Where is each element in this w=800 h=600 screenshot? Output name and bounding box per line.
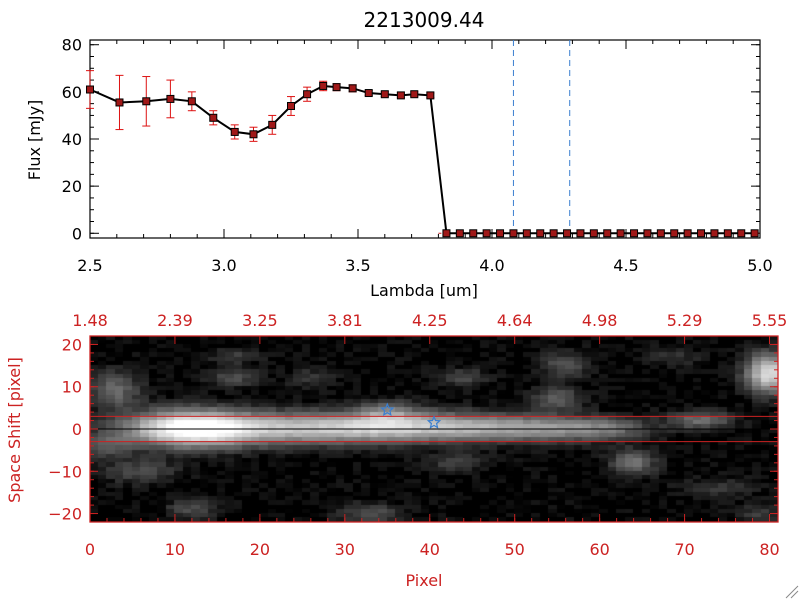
spectral-image-plot: 0 10 20 30 40 50 60 70 80 −20 −10 0 10 20 1.48 2.39 3.… xyxy=(5,311,787,590)
image-x-tick-label: 10 xyxy=(165,540,185,559)
image-wavelength-tick-label: 5.29 xyxy=(667,311,703,330)
image-y-ticks: −20 −10 0 10 20 xyxy=(48,335,778,524)
image-wavelength-tick-label: 3.25 xyxy=(242,311,278,330)
spectral-image-overlay xyxy=(90,402,778,443)
flux-data-point xyxy=(319,81,328,90)
flux-data-point xyxy=(187,97,196,106)
flux-data-point xyxy=(86,85,94,94)
flux-data-point xyxy=(670,229,679,238)
flux-data-point xyxy=(522,229,531,238)
spectrum-x-tick-label: 4.0 xyxy=(479,256,504,275)
flux-data-point xyxy=(643,229,652,238)
image-x-ticks: 0 10 20 30 40 50 60 70 80 xyxy=(85,514,780,559)
spectrum-y-tick-label: 40 xyxy=(62,130,82,149)
flux-data-point xyxy=(710,229,719,238)
flux-data-point xyxy=(697,229,706,238)
flux-data-point xyxy=(482,229,491,238)
spectrum-marks xyxy=(86,40,760,238)
resize-grip-icon[interactable] xyxy=(785,585,799,599)
flux-data-point xyxy=(737,229,746,238)
flux-data-point xyxy=(683,229,692,238)
flux-data-point xyxy=(656,229,665,238)
flux-data-point xyxy=(509,229,518,238)
flux-data-point xyxy=(396,91,405,100)
flux-data-point xyxy=(750,229,759,238)
image-y-axis-label: Space Shift [pixel] xyxy=(5,357,24,503)
flux-data-point xyxy=(268,120,277,129)
image-y-tick-label: −10 xyxy=(48,462,82,481)
flux-data-point xyxy=(496,229,505,238)
spectrum-y-ticks: 0 20 40 60 80 xyxy=(62,36,760,243)
spectrum-x-tick-label: 3.5 xyxy=(345,256,370,275)
image-wavelength-tick-label: 5.55 xyxy=(752,311,788,330)
image-wavelength-tick-label: 1.48 xyxy=(72,311,108,330)
spectrum-plot: 2.5 3.0 3.5 4.0 4.5 5.0 0 20 40 60 80 Lambda [um]… xyxy=(25,36,773,300)
image-x-tick-label: 40 xyxy=(420,540,440,559)
image-wavelength-ticks: 1.48 2.39 3.25 3.81 4.25 4.64 4.98 5.29 5.55 xyxy=(72,311,787,344)
flux-data-point xyxy=(230,127,239,136)
flux-data-point xyxy=(287,102,295,110)
flux-data-point xyxy=(142,97,151,106)
flux-data-point xyxy=(536,229,545,238)
star-marker-icon xyxy=(426,415,442,429)
flux-data-point xyxy=(249,130,258,139)
image-wavelength-tick-label: 2.39 xyxy=(157,311,193,330)
star-marker-icon xyxy=(380,402,395,417)
image-x-tick-label: 60 xyxy=(589,540,609,559)
flux-data-point xyxy=(616,229,625,238)
spectrum-x-tick-label: 3.0 xyxy=(211,256,236,275)
spectrum-y-tick-label: 60 xyxy=(62,83,82,102)
flux-data-point xyxy=(348,84,357,93)
spectrum-x-tick-label: 2.5 xyxy=(77,256,102,275)
spectrum-x-tick-label: 4.5 xyxy=(613,256,638,275)
flux-data-point xyxy=(442,229,451,238)
image-x-tick-label: 80 xyxy=(759,540,779,559)
flux-data-point xyxy=(303,90,312,99)
image-x-tick-label: 50 xyxy=(505,540,525,559)
flux-data-point xyxy=(723,229,732,238)
image-x-tick-label: 30 xyxy=(335,540,355,559)
flux-data-point xyxy=(576,229,585,238)
image-y-tick-label: 20 xyxy=(62,335,82,354)
flux-data-point xyxy=(332,83,341,92)
image-y-tick-label: 10 xyxy=(62,378,82,397)
flux-data-point xyxy=(469,229,478,238)
flux-data-point xyxy=(380,90,389,99)
image-x-tick-label: 20 xyxy=(250,540,270,559)
image-x-tick-label: 0 xyxy=(85,540,95,559)
flux-data-point xyxy=(426,91,435,100)
flux-data-point xyxy=(455,229,464,238)
spectrum-y-tick-label: 80 xyxy=(62,36,82,55)
flux-data-point xyxy=(166,94,175,103)
image-y-tick-label: 0 xyxy=(72,420,82,439)
image-wavelength-tick-label: 3.81 xyxy=(327,311,363,330)
flux-data-point xyxy=(115,98,124,107)
spectrum-x-ticks: 2.5 3.0 3.5 4.0 4.5 5.0 xyxy=(77,40,773,275)
spectrum-y-tick-label: 0 xyxy=(72,224,82,243)
spectrum-x-tick-label: 5.0 xyxy=(747,256,772,275)
flux-data-point xyxy=(549,229,558,238)
image-x-tick-label: 70 xyxy=(674,540,694,559)
spectrum-y-tick-label: 20 xyxy=(62,177,82,196)
image-y-tick-label: −20 xyxy=(48,505,82,524)
flux-data-point xyxy=(364,89,373,98)
flux-data-point xyxy=(630,229,639,238)
image-wavelength-tick-label: 4.64 xyxy=(497,311,533,330)
flux-series-line xyxy=(89,84,755,235)
spectrum-x-axis-label: Lambda [um] xyxy=(370,281,478,300)
image-wavelength-tick-label: 4.25 xyxy=(412,311,448,330)
image-x-axis-label: Pixel xyxy=(405,571,442,590)
flux-data-point xyxy=(563,229,572,238)
flux-data-point xyxy=(209,113,218,122)
spectrum-plot-frame xyxy=(89,39,761,239)
flux-data-point xyxy=(589,229,598,238)
flux-data-point xyxy=(603,229,612,238)
chart-title: 2213009.44 xyxy=(364,8,485,32)
flux-data-point xyxy=(410,90,419,99)
image-wavelength-tick-label: 4.98 xyxy=(582,311,618,330)
spectrum-y-axis-label: Flux [mJy] xyxy=(25,100,44,181)
